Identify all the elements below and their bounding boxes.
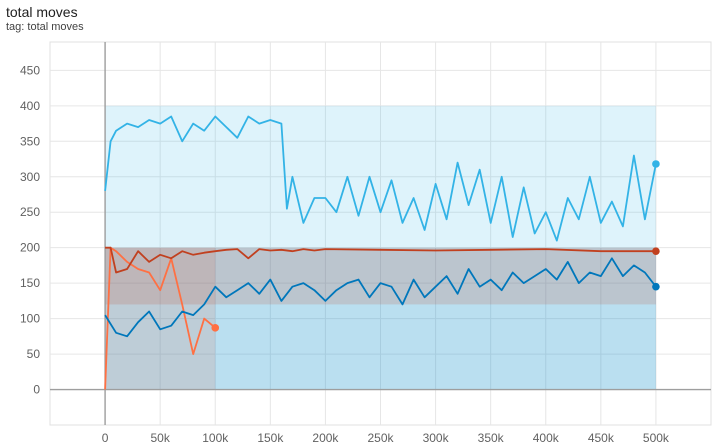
y-tick-label: 350 — [20, 134, 40, 148]
axes — [50, 42, 711, 425]
series-end-marker — [652, 282, 660, 291]
raw-band — [105, 247, 216, 390]
raw-value-bands — [105, 105, 656, 390]
y-tick-label: 200 — [20, 241, 40, 255]
y-tick-label: 400 — [20, 99, 40, 113]
y-tick-label: 300 — [20, 170, 40, 184]
chart-title: total moves — [6, 4, 78, 20]
x-tick-label: 200k — [312, 431, 339, 445]
x-tick-label: 400k — [533, 431, 560, 445]
x-tick-label: 450k — [588, 431, 615, 445]
tick-labels: 0 50k 100k 150k 200k 250k 300k 350k 400k 450k 500k… — [20, 63, 670, 445]
y-tick-label: 450 — [20, 63, 40, 77]
x-tick-label: 500k — [643, 431, 670, 445]
y-tick-label: 150 — [20, 276, 40, 290]
y-tick-label: 0 — [33, 383, 40, 397]
series-end-marker — [652, 160, 660, 168]
series-line — [104, 257, 657, 338]
x-tick-label: 50k — [150, 431, 170, 445]
x-tick-label: 350k — [478, 431, 505, 445]
series-line — [104, 246, 216, 390]
x-tick-label: 250k — [367, 431, 394, 445]
series-line — [104, 115, 657, 242]
x-tick-label: 0 — [102, 431, 109, 445]
series-line — [105, 246, 656, 274]
series-end-marker — [211, 324, 220, 332]
y-tick-label: 50 — [27, 347, 41, 361]
chart-subtitle: tag: total moves — [6, 21, 84, 33]
x-tick-label: 100k — [202, 431, 229, 445]
y-tick-label: 100 — [20, 312, 40, 326]
raw-band — [105, 247, 656, 305]
series-end-marker — [652, 247, 660, 256]
series-lines — [104, 115, 660, 390]
raw-band — [105, 247, 656, 390]
x-tick-label: 150k — [257, 431, 284, 445]
x-tick-label: 300k — [423, 431, 450, 445]
y-tick-label: 250 — [20, 205, 40, 219]
